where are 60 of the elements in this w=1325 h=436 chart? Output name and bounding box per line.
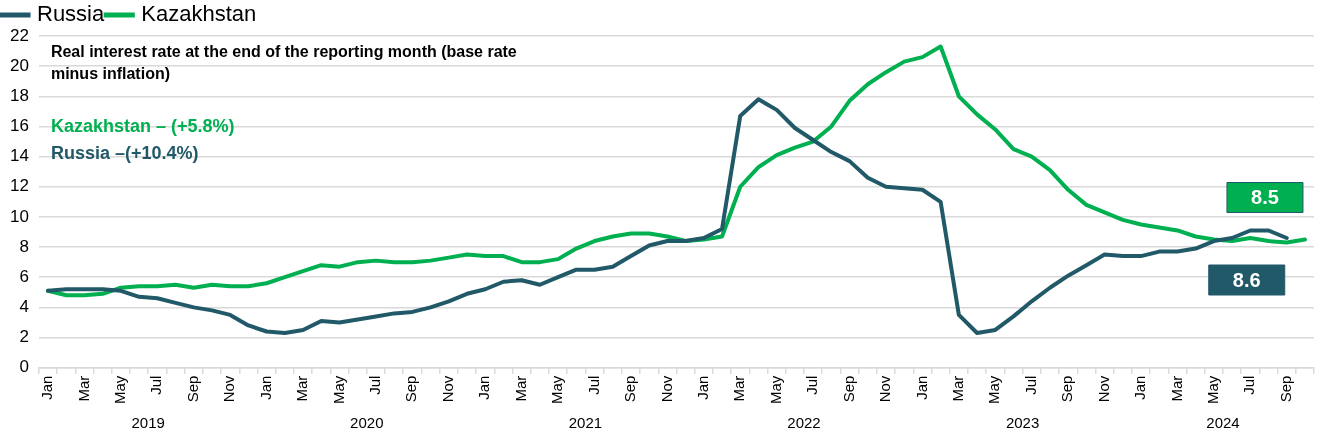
y-tick-label: 2 — [19, 327, 29, 347]
legend-label: Russia — [37, 1, 106, 27]
text: 2024 — [1206, 414, 1240, 432]
data-label: 8.6 — [1232, 268, 1261, 291]
y-tick-label: 22 — [9, 25, 29, 45]
x-tick-label: Sep — [621, 375, 639, 403]
annotation: Russia –(+10.4%) — [50, 142, 199, 163]
x-tick-label: Jul — [1240, 375, 1258, 395]
x-tick-label: Sep — [402, 375, 420, 403]
x-tick-label: Mar — [511, 375, 529, 402]
x-tick-label: Jul — [1021, 375, 1039, 395]
y-tick-label: 8 — [19, 236, 29, 256]
data-label: 8.5 — [1251, 186, 1279, 209]
x-tick-label: Nov — [438, 375, 456, 403]
text: Real interest rate at the end of the reporting month (base rate minus inflation) — [50, 43, 517, 83]
x-tick-label: Mar — [948, 375, 966, 402]
x-tick-label: Nov — [876, 375, 894, 403]
x-tick-label: Mar — [74, 375, 92, 402]
y-tick-label: 12 — [9, 176, 29, 196]
x-tick-label: May — [111, 375, 129, 405]
x-tick-label: Jan — [1131, 375, 1149, 400]
text: 2023 — [1005, 414, 1040, 432]
y-tick-label: 6 — [19, 266, 29, 286]
text: 2021 — [568, 414, 603, 432]
x-tick-label: May — [1204, 375, 1222, 405]
x-tick-label: Jan — [38, 375, 56, 400]
x-tick-label: Nov — [1094, 375, 1112, 403]
legend-label: Kazakhstan — [141, 1, 257, 27]
y-tick-label: 10 — [9, 206, 29, 226]
x-tick-label: Sep — [1276, 375, 1294, 403]
y-tick-label: 16 — [9, 116, 29, 136]
y-tick-label: 14 — [9, 146, 29, 166]
x-tick-label: Nov — [657, 375, 675, 403]
x-tick-label: Mar — [293, 375, 311, 402]
x-tick-label: May — [766, 375, 784, 405]
x-tick-label: Jan — [256, 375, 274, 400]
x-tick-label: May — [548, 375, 566, 405]
annotation: Kazakhstan – (+5.8%) — [50, 115, 235, 136]
text: 2022 — [787, 414, 821, 432]
x-tick-label: Sep — [1058, 375, 1076, 403]
text: 2020 — [350, 414, 384, 432]
y-tick-label: 4 — [19, 297, 29, 317]
x-tick-label: Jul — [584, 375, 602, 395]
x-tick-label: Mar — [730, 375, 748, 402]
x-tick-label: Jul — [803, 375, 821, 395]
x-tick-label: Jul — [366, 375, 384, 395]
x-tick-label: Jan — [912, 375, 930, 400]
x-tick-label: Nov — [220, 375, 238, 403]
x-tick-label: Jan — [475, 375, 493, 400]
y-tick-label: 18 — [9, 85, 29, 105]
x-tick-label: Jul — [147, 375, 165, 395]
x-tick-label: Sep — [183, 375, 201, 403]
y-tick-label: 0 — [19, 357, 29, 377]
x-tick-label: Jan — [693, 375, 711, 400]
text: 2019 — [131, 414, 165, 432]
x-tick-label: Sep — [839, 375, 857, 403]
x-tick-label: May — [985, 375, 1003, 405]
y-tick-label: 20 — [9, 55, 29, 75]
x-tick-label: Mar — [1167, 375, 1185, 402]
x-tick-label: May — [329, 375, 347, 405]
